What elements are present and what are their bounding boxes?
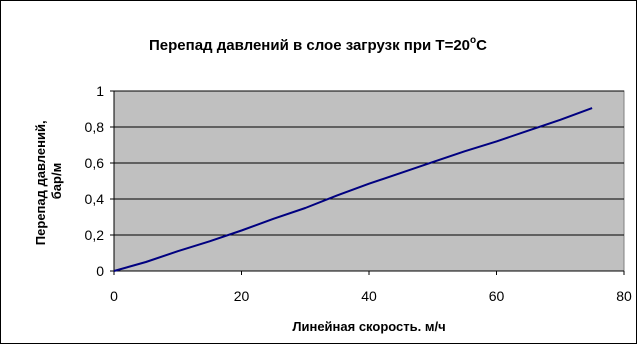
y-tick-label: 0,2 [85,227,105,243]
series-line [113,107,593,272]
y-axis-label-line-2: бар/м [49,163,64,199]
y-tick-label: 0,4 [85,191,105,207]
axes-layer [110,90,625,275]
x-tick-label: 0 [110,288,118,304]
chart-title-main: Перепад давлений в слое загрузк при T=20 [149,37,470,54]
chart-title-degree: o [470,35,476,46]
chart-title-unit: C [476,37,487,54]
y-axis-label: Перепад давлений, бар/м [33,117,64,245]
x-tick-label: 40 [361,288,377,304]
y-tick-label: 1 [96,83,104,99]
x-tick-label: 20 [234,288,250,304]
x-tick-label: 60 [489,288,505,304]
chart-title: Перепад давлений в слое загрузк при T=20… [149,35,487,54]
series-layer [113,107,593,272]
y-tick-label: 0 [96,263,104,279]
y-tick-label: 0,8 [85,119,105,135]
x-tick-label: 80 [616,288,632,304]
x-axis-label: Линейная скорость. м/ч [292,319,445,334]
y-tick-label: 0,6 [85,155,105,171]
plot-area [113,90,625,272]
tick-label-layer: 0 0,2 0,4 0,6 0,8 1 0 20 40 60 80 [85,83,632,304]
y-axis-label-line-1: Перепад давлений, [33,120,48,245]
